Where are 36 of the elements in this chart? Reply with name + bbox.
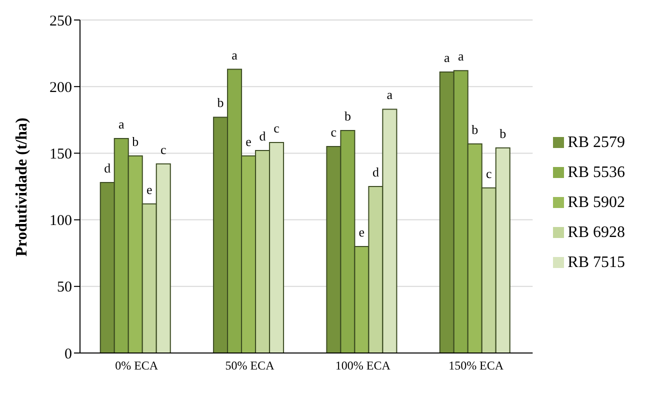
data-label: b xyxy=(472,122,478,137)
x-tick-label: 50% ECA xyxy=(225,358,275,373)
x-tick-label: 150% ECA xyxy=(448,358,504,373)
data-label: c xyxy=(160,142,166,157)
data-label: b xyxy=(217,95,224,110)
x-tick-label: 100% ECA xyxy=(335,358,391,373)
data-label: a xyxy=(458,48,464,64)
data-label: c xyxy=(274,120,280,136)
data-label: c xyxy=(486,166,492,181)
data-label: e xyxy=(146,182,152,197)
y-tick-label: 50 xyxy=(57,280,72,296)
y-tick-label: 250 xyxy=(50,13,72,30)
data-label: d xyxy=(104,160,112,176)
data-label: d xyxy=(259,128,266,144)
data-label: d xyxy=(372,164,380,180)
data-label: e xyxy=(246,134,252,149)
data-label: b xyxy=(132,134,139,149)
data-label: a xyxy=(118,116,124,132)
data-label: a xyxy=(232,47,238,62)
legend-label: RB 5536 xyxy=(568,164,625,180)
data-label: a xyxy=(444,50,450,65)
legend-label: RB 7515 xyxy=(568,254,625,270)
x-tick-label: 0% ECA xyxy=(115,358,158,373)
data-label: e xyxy=(358,224,365,240)
y-tick-label: 200 xyxy=(50,80,72,96)
y-tick-label: 0 xyxy=(64,346,72,362)
legend-label: RB 6928 xyxy=(568,224,625,240)
data-label: c xyxy=(330,124,337,140)
data-label: a xyxy=(386,87,393,102)
data-label: b xyxy=(500,126,506,141)
legend-label: RB 5902 xyxy=(568,194,625,210)
data-label: b xyxy=(344,108,351,124)
y-tick-label: 100 xyxy=(50,213,72,230)
legend-label: RB 2579 xyxy=(568,134,625,150)
y-tick-label: 150 xyxy=(50,146,72,163)
y-axis-title: Produtividade (t/ha) xyxy=(14,118,31,256)
